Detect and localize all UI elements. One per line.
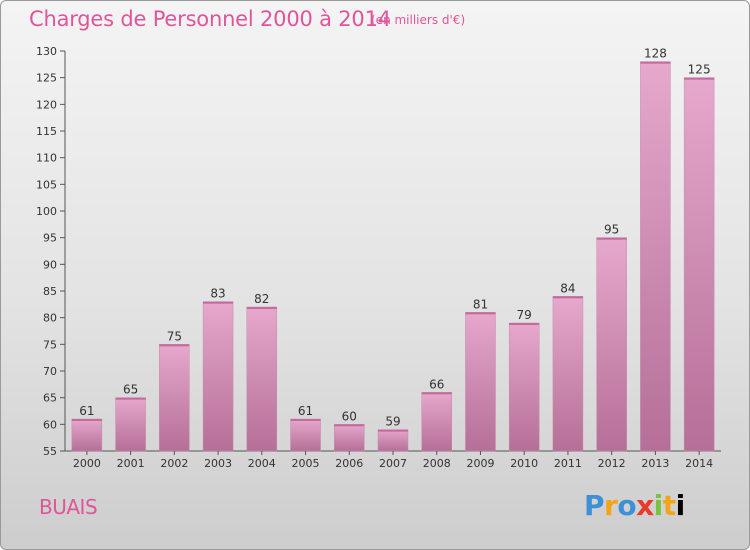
bar xyxy=(71,418,103,452)
y-tick-label: 110 xyxy=(36,152,57,165)
x-tick-label: 2010 xyxy=(510,457,538,470)
bar xyxy=(334,424,365,452)
bar-top-edge xyxy=(421,392,452,395)
logo-letter: r xyxy=(604,489,618,522)
bar xyxy=(115,397,146,452)
y-tick-label: 120 xyxy=(36,98,57,111)
y-tick-label: 130 xyxy=(36,45,57,58)
bar xyxy=(159,344,190,452)
data-label: 59 xyxy=(385,415,400,429)
bar-top-edge xyxy=(203,301,234,304)
data-label: 75 xyxy=(167,329,182,343)
data-label: 82 xyxy=(254,292,269,306)
bar-top-edge xyxy=(290,419,321,421)
bar xyxy=(596,237,627,452)
data-label: 95 xyxy=(604,223,619,237)
x-tick-label: 2006 xyxy=(335,457,363,470)
y-tick-label: 105 xyxy=(36,178,57,191)
y-tick-label: 65 xyxy=(43,392,57,405)
y-tick-label: 80 xyxy=(43,312,57,325)
data-label: 66 xyxy=(429,377,444,391)
bar xyxy=(421,392,452,452)
bar xyxy=(202,301,234,452)
bar-top-edge xyxy=(684,77,715,80)
x-tick-label: 2003 xyxy=(204,457,232,470)
proxiti-logo: Proxiti xyxy=(584,489,685,522)
bar xyxy=(290,418,321,452)
bar xyxy=(640,61,671,452)
bar xyxy=(246,306,278,452)
logo-letter: t xyxy=(662,489,676,522)
x-tick-label: 2012 xyxy=(598,457,626,470)
bar-top-edge xyxy=(465,312,496,315)
data-label: 84 xyxy=(560,281,575,295)
x-tick-label: 2007 xyxy=(379,457,407,470)
y-tick-label: 70 xyxy=(43,365,57,378)
bar-top-edge xyxy=(509,323,540,325)
bar-top-edge xyxy=(71,419,102,421)
x-tick-label: 2005 xyxy=(292,457,320,470)
x-tick-label: 2000 xyxy=(73,457,101,470)
bar xyxy=(377,429,409,452)
bar xyxy=(683,77,715,452)
logo-letter: i xyxy=(675,489,686,522)
y-tick-label: 100 xyxy=(36,205,57,218)
x-tick-label: 2009 xyxy=(466,457,494,470)
data-label: 83 xyxy=(210,287,225,301)
data-label: 60 xyxy=(342,409,357,423)
y-tick-label: 95 xyxy=(43,232,57,245)
commune-name: BUAIS xyxy=(39,495,98,519)
x-tick-label: 2002 xyxy=(160,457,188,470)
bar xyxy=(508,322,540,452)
data-label: 61 xyxy=(298,404,313,418)
x-tick-label: 2014 xyxy=(685,457,713,470)
bar-top-edge xyxy=(378,429,408,432)
logo-letter: P xyxy=(584,489,605,522)
x-tick-label: 2008 xyxy=(423,457,451,470)
bar-top-edge xyxy=(159,344,190,347)
bar xyxy=(465,312,496,452)
bar-top-edge xyxy=(640,61,671,64)
data-label: 61 xyxy=(79,404,94,418)
logo-letter: x xyxy=(636,489,654,522)
chart-title: Charges de Personnel 2000 à 2014 xyxy=(29,7,391,31)
bar-top-edge xyxy=(246,307,277,309)
bar-top-edge xyxy=(115,397,146,400)
y-tick-label: 85 xyxy=(43,285,57,298)
bar xyxy=(552,296,584,452)
data-label: 128 xyxy=(644,47,667,61)
x-tick-label: 2004 xyxy=(248,457,276,470)
chart-subtitle: (en milliers d'€) xyxy=(371,13,466,27)
logo-letter: i xyxy=(653,489,664,522)
y-tick-label: 125 xyxy=(36,72,57,85)
y-tick-label: 55 xyxy=(43,445,57,458)
data-label: 79 xyxy=(517,308,532,322)
data-label: 65 xyxy=(123,383,138,397)
data-label: 81 xyxy=(473,297,488,311)
y-tick-label: 115 xyxy=(36,125,57,138)
bar-top-edge xyxy=(596,237,627,240)
y-tick-label: 75 xyxy=(43,338,57,351)
bar-top-edge xyxy=(552,296,583,299)
y-tick-label: 60 xyxy=(43,418,57,431)
x-tick-label: 2011 xyxy=(554,457,582,470)
data-label: 125 xyxy=(688,63,711,77)
bar-top-edge xyxy=(334,424,365,427)
logo-letter: o xyxy=(617,489,637,522)
x-tick-label: 2013 xyxy=(641,457,669,470)
y-tick-label: 90 xyxy=(43,258,57,271)
x-tick-label: 2001 xyxy=(117,457,145,470)
